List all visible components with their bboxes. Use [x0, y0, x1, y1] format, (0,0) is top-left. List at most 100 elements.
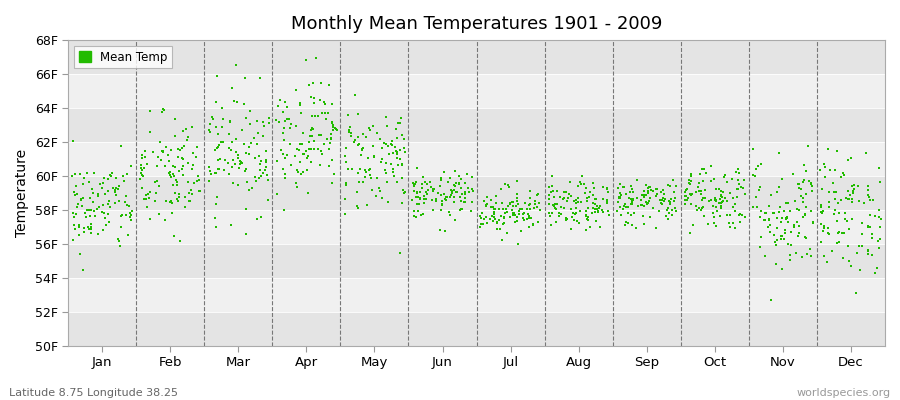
Point	[531, 219, 545, 225]
Point	[262, 120, 276, 126]
Point	[684, 178, 698, 184]
Point	[796, 195, 810, 202]
Point	[262, 115, 276, 121]
Point	[115, 173, 130, 179]
Point	[720, 212, 734, 218]
Point	[408, 181, 422, 188]
Point	[68, 214, 82, 220]
Point	[209, 99, 223, 105]
Point	[475, 221, 490, 227]
Point	[394, 200, 409, 207]
Point	[436, 191, 451, 198]
Point	[310, 54, 324, 61]
Point	[621, 204, 635, 210]
Point	[300, 154, 314, 161]
Point	[873, 235, 887, 242]
Point	[694, 207, 708, 213]
Point	[140, 204, 155, 210]
Point	[761, 216, 776, 222]
Point	[530, 204, 544, 210]
Point	[214, 104, 229, 111]
Point	[439, 197, 454, 204]
Point	[290, 145, 304, 152]
Point	[108, 187, 122, 194]
Point	[639, 192, 653, 198]
Point	[772, 209, 787, 216]
Point	[161, 152, 176, 158]
Point	[445, 190, 459, 196]
Point	[708, 195, 723, 201]
Point	[515, 206, 529, 213]
Point	[788, 223, 802, 230]
Point	[861, 247, 876, 254]
Point	[678, 188, 692, 195]
Point	[678, 197, 692, 203]
Point	[474, 210, 489, 216]
Point	[417, 192, 431, 199]
Point	[302, 146, 316, 152]
Point	[722, 220, 736, 226]
Point	[327, 171, 341, 177]
Point	[775, 215, 789, 221]
Point	[294, 141, 309, 147]
Point	[653, 200, 668, 206]
Point	[202, 164, 216, 170]
Point	[545, 210, 560, 216]
Point	[254, 172, 268, 179]
Point	[542, 184, 556, 190]
Point	[86, 199, 101, 206]
Point	[175, 166, 189, 172]
Point	[688, 189, 703, 196]
Point	[338, 211, 352, 217]
Point	[302, 190, 316, 196]
Point	[484, 197, 499, 203]
Point	[667, 189, 681, 195]
Point	[378, 167, 392, 173]
Point	[528, 200, 543, 207]
Point	[274, 147, 288, 153]
Point	[796, 199, 811, 205]
Point	[680, 193, 694, 199]
Point	[770, 214, 785, 221]
Point	[729, 169, 743, 176]
Title: Monthly Mean Temperatures 1901 - 2009: Monthly Mean Temperatures 1901 - 2009	[291, 15, 662, 33]
Point	[380, 178, 394, 185]
Point	[569, 200, 583, 206]
Point	[365, 143, 380, 150]
Point	[527, 197, 542, 204]
Point	[693, 171, 707, 177]
Point	[479, 214, 493, 221]
Point	[814, 239, 828, 246]
Point	[322, 163, 337, 169]
Point	[112, 182, 126, 189]
Point	[589, 218, 603, 224]
Point	[85, 207, 99, 214]
Point	[476, 216, 491, 222]
Point	[193, 188, 207, 194]
Point	[789, 250, 804, 256]
Point	[487, 216, 501, 222]
Point	[306, 126, 320, 132]
Point	[662, 200, 677, 207]
Point	[226, 157, 240, 163]
Point	[643, 184, 657, 190]
Point	[724, 224, 738, 230]
Point	[511, 211, 526, 217]
Point	[752, 184, 767, 191]
Point	[709, 196, 724, 203]
Point	[351, 134, 365, 140]
Point	[70, 203, 85, 210]
Point	[427, 188, 441, 194]
Point	[426, 186, 440, 192]
Point	[845, 183, 859, 190]
Point	[728, 208, 742, 214]
Point	[626, 196, 640, 202]
Point	[416, 210, 430, 217]
Point	[634, 202, 649, 208]
Point	[164, 147, 178, 153]
Point	[509, 194, 524, 201]
Point	[772, 183, 787, 190]
Point	[685, 191, 699, 197]
Point	[374, 159, 389, 165]
Point	[507, 210, 521, 216]
